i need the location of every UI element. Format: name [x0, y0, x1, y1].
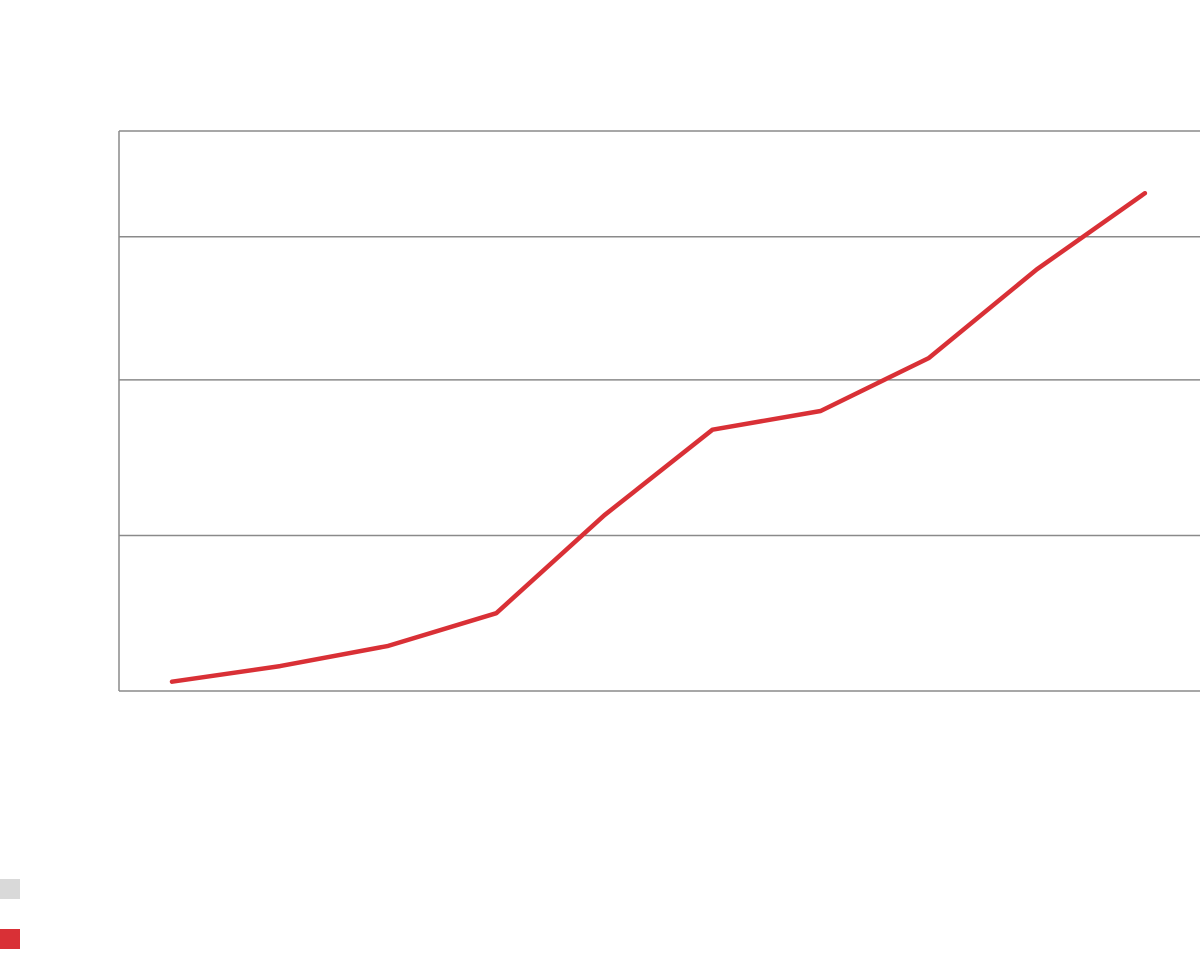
gridlines	[119, 236, 1200, 537]
legend	[0, 879, 20, 949]
series-line-1	[169, 190, 1148, 684]
axes	[118, 130, 1200, 692]
series-lines	[169, 190, 1148, 684]
legend-swatch-2	[0, 929, 20, 949]
legend-swatch-1	[0, 879, 20, 899]
